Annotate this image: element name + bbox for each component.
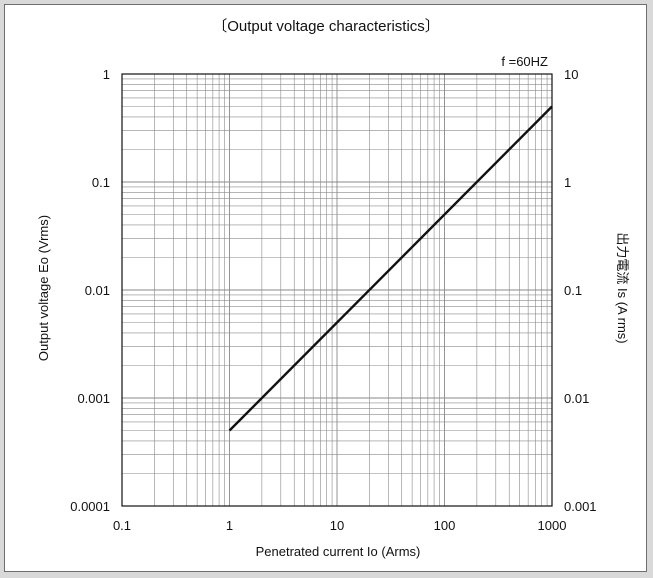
x-tick-label: 1 [226, 518, 233, 533]
series-layer [228, 105, 553, 432]
x-tick-label: 100 [434, 518, 456, 533]
y2-tick-label: 1 [564, 175, 571, 190]
chart-title: 〔Output voltage characteristics〕 [212, 18, 440, 35]
y-tick-label: 0.1 [92, 175, 110, 190]
x-tick-label: 0.1 [113, 518, 131, 533]
y2-tick-label: 10 [564, 67, 578, 82]
frequency-annotation: f =60HZ [501, 54, 548, 69]
y-tick-label: 0.0001 [70, 499, 110, 514]
chart-frame [4, 4, 647, 572]
y2-axis-label: 出力電流 Is (A rms) [615, 232, 630, 343]
y2-tick-labels: 0.001 0.01 0.1 1 10 [564, 67, 597, 514]
x-tick-label: 1000 [538, 518, 567, 533]
y-tick-labels: 0.0001 0.001 0.01 0.1 1 [70, 67, 110, 514]
y-tick-label: 0.01 [85, 283, 110, 298]
series-line-1 [228, 105, 553, 432]
y2-tick-label: 0.001 [564, 499, 597, 514]
y2-tick-label: 0.1 [564, 283, 582, 298]
x-tick-labels: 0.1 1 10 100 1000 [113, 518, 567, 533]
y-axis-label: Output voltage Eo (Vrms) [36, 215, 51, 361]
grid [121, 74, 552, 507]
x-tick-label: 10 [330, 518, 344, 533]
plot-border [121, 73, 553, 507]
y-tick-label: 1 [103, 67, 110, 82]
y-tick-label: 0.001 [77, 391, 110, 406]
y2-tick-label: 0.01 [564, 391, 589, 406]
x-axis-label: Penetrated current Io (Arms) [256, 544, 421, 559]
